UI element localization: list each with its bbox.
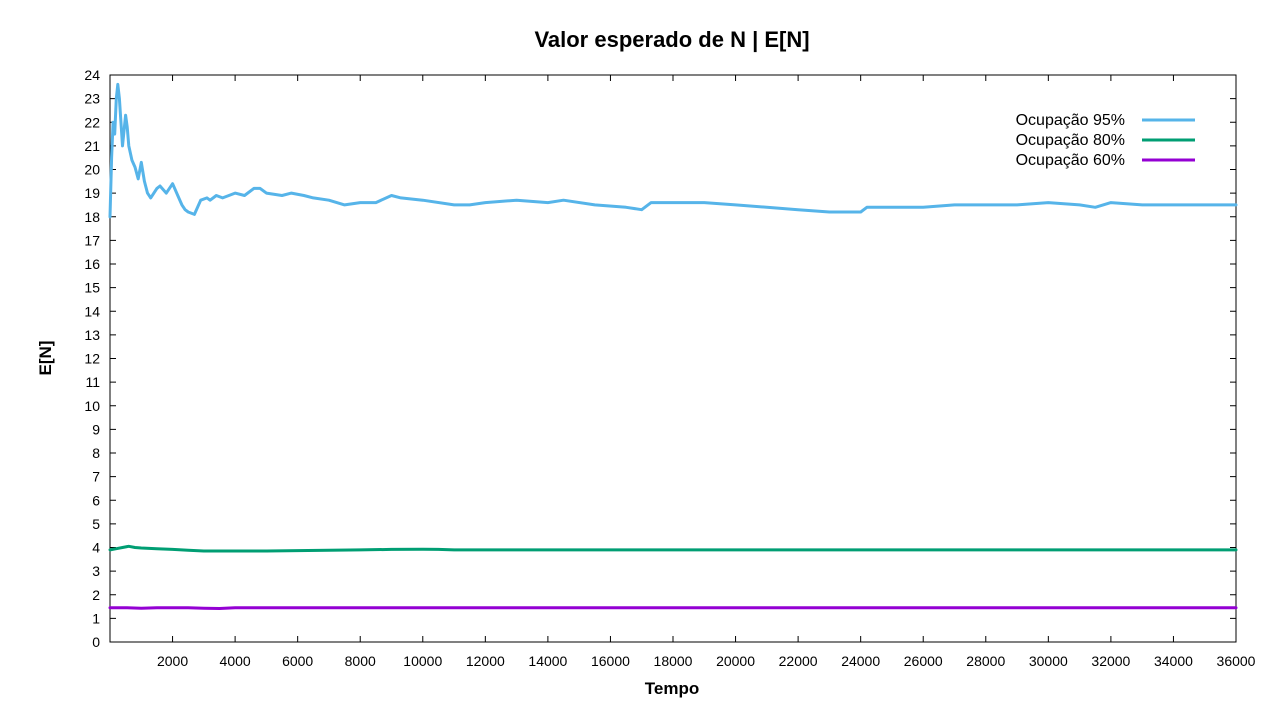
series-line-3 [108, 606, 1238, 610]
axis-ticks: 0123456789101112131415161718192021222324… [84, 67, 1255, 669]
y-tick-label: 23 [84, 91, 100, 107]
y-tick-label: 21 [84, 138, 100, 154]
x-tick-label: 16000 [591, 653, 630, 669]
y-tick-label: 10 [84, 398, 100, 414]
y-tick-label: 9 [92, 421, 100, 437]
y-tick-label: 16 [84, 256, 100, 272]
y-tick-label: 8 [92, 445, 100, 461]
legend-label: Ocupação 95% [1016, 112, 1125, 129]
x-tick-label: 18000 [654, 653, 693, 669]
x-tick-label: 28000 [966, 653, 1005, 669]
y-tick-label: 5 [92, 516, 100, 532]
x-tick-label: 6000 [282, 653, 313, 669]
x-tick-label: 30000 [1029, 653, 1068, 669]
x-tick-label: 4000 [220, 653, 251, 669]
y-tick-label: 18 [84, 209, 100, 225]
x-tick-label: 10000 [403, 653, 442, 669]
y-tick-label: 11 [85, 374, 100, 390]
x-tick-label: 32000 [1091, 653, 1130, 669]
y-tick-label: 19 [84, 185, 100, 201]
y-tick-label: 12 [84, 351, 100, 367]
x-tick-label: 22000 [779, 653, 818, 669]
chart-title: Valor esperado de N | E[N] [534, 27, 809, 52]
legend: Ocupação 95% Ocupação 80% Ocupação 60% [1016, 112, 1195, 169]
series-lines [108, 82, 1238, 610]
x-tick-label: 2000 [157, 653, 188, 669]
y-tick-label: 15 [84, 280, 100, 296]
x-tick-label: 24000 [841, 653, 880, 669]
x-tick-label: 14000 [528, 653, 567, 669]
legend-label: Ocupação 60% [1016, 152, 1125, 169]
y-axis-label: E[N] [36, 341, 55, 376]
y-tick-label: 7 [92, 469, 100, 485]
y-tick-label: 0 [92, 634, 100, 650]
y-tick-label: 14 [84, 303, 100, 319]
x-tick-label: 8000 [345, 653, 376, 669]
y-tick-label: 3 [92, 563, 100, 579]
x-tick-label: 36000 [1217, 653, 1256, 669]
x-tick-label: 26000 [904, 653, 943, 669]
y-tick-label: 17 [84, 232, 100, 248]
y-tick-label: 13 [84, 327, 100, 343]
y-tick-label: 1 [92, 610, 100, 626]
y-tick-label: 2 [92, 587, 100, 603]
y-tick-label: 22 [84, 114, 100, 130]
x-tick-label: 12000 [466, 653, 505, 669]
y-tick-label: 20 [84, 162, 100, 178]
y-tick-label: 6 [92, 492, 100, 508]
x-tick-label: 34000 [1154, 653, 1193, 669]
x-axis-label: Tempo [645, 679, 699, 698]
y-tick-label: 24 [84, 67, 100, 83]
x-tick-label: 20000 [716, 653, 755, 669]
series-line-2 [108, 544, 1238, 553]
y-tick-label: 4 [92, 540, 100, 556]
legend-label: Ocupação 80% [1016, 132, 1125, 149]
series-line-1 [108, 82, 1238, 219]
